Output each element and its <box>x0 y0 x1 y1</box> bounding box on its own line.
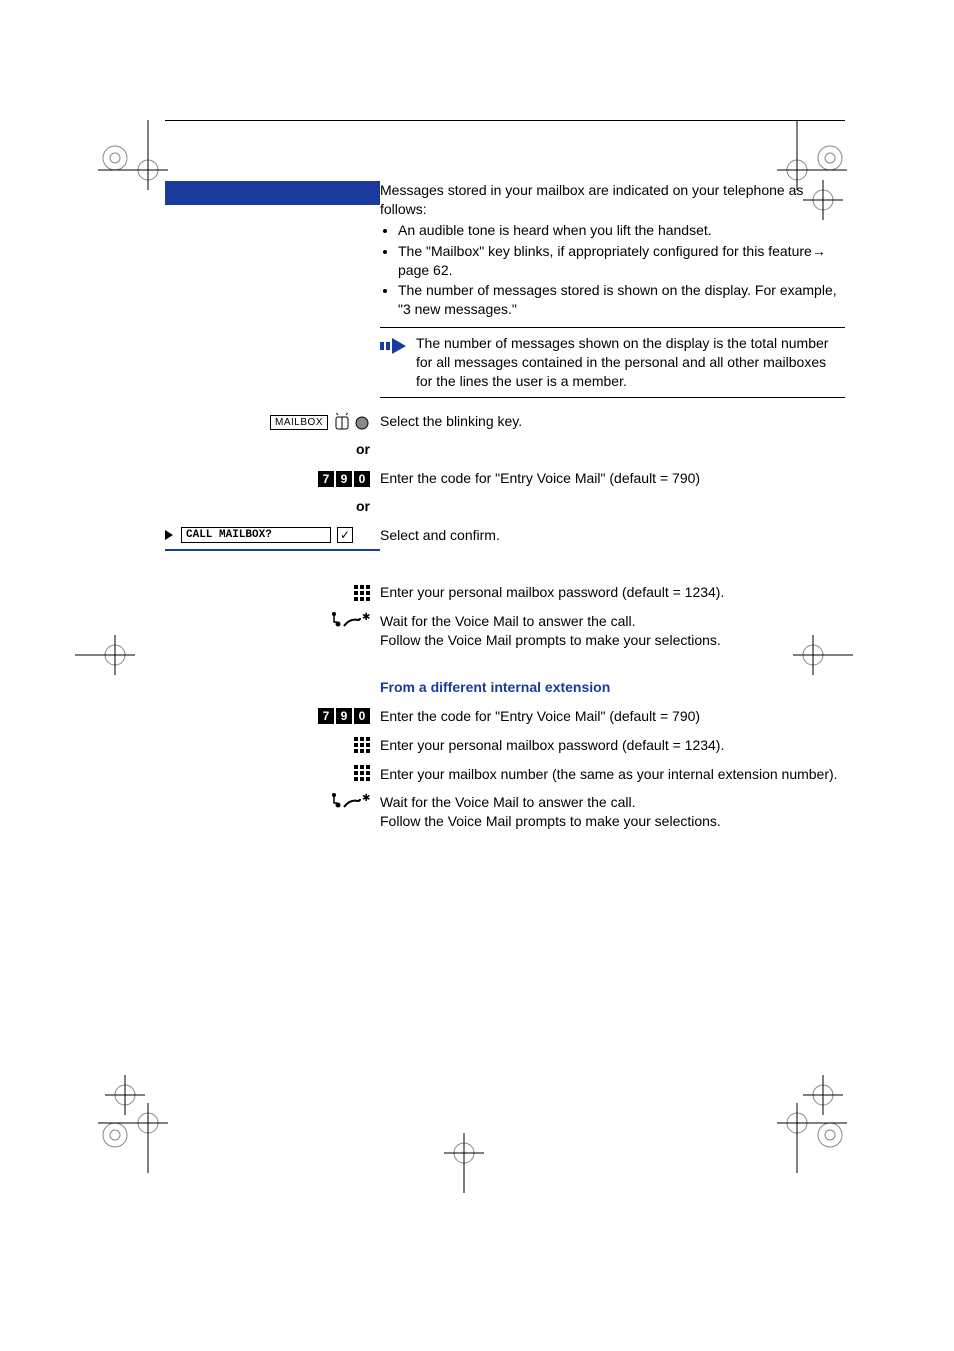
step-text: Wait for the Voice Mail to answer the ca… <box>380 793 845 831</box>
step-text: Enter your personal mailbox password (de… <box>380 736 845 755</box>
menu-arrow-icon <box>165 530 173 540</box>
step-indicator-block <box>165 181 380 205</box>
step-text: Enter the code for "Entry Voice Mail" (d… <box>380 469 845 488</box>
step-text: Wait for the Voice Mail to answer the ca… <box>380 612 845 650</box>
note-arrow-icon <box>380 334 416 361</box>
digit-key: 9 <box>336 471 352 487</box>
intro-bullet: The "Mailbox" key blinks, if appropriate… <box>398 242 845 280</box>
step-text: Enter your personal mailbox password (de… <box>380 583 845 602</box>
svg-text:✱: ✱ <box>362 793 370 804</box>
step-text: Enter your mailbox number (the same as y… <box>380 765 845 784</box>
digit-key: 0 <box>354 708 370 724</box>
digit-key: 9 <box>336 708 352 724</box>
step-text: Select and confirm. <box>380 526 845 545</box>
intro-bullet: The number of messages stored is shown o… <box>398 281 845 319</box>
or-label: or <box>356 441 370 457</box>
keypad-icon <box>354 737 370 753</box>
keypad-icon <box>354 585 370 601</box>
voicemail-audio-icon: ✱ <box>330 612 370 630</box>
page-ref-arrow-icon: → <box>812 243 826 259</box>
voicemail-audio-icon: ✱ <box>330 793 370 811</box>
intro-bullet: An audible tone is heard when you lift t… <box>398 221 845 240</box>
blinking-led-icon <box>334 413 370 431</box>
digit-key: 7 <box>318 471 334 487</box>
subsection-heading: From a different internal extension <box>380 678 845 697</box>
svg-text:✱: ✱ <box>362 612 370 623</box>
step-text: Select the blinking key. <box>380 412 845 431</box>
keypad-icon <box>354 765 370 781</box>
confirm-check-icon: ✓ <box>337 527 353 543</box>
note-block: The number of messages shown on the disp… <box>380 327 845 398</box>
code-digits: 7 9 0 <box>318 708 370 724</box>
mailbox-key: MAILBOX <box>270 413 370 431</box>
intro-text: Messages stored in your mailbox are indi… <box>380 181 845 219</box>
section-end-rule <box>165 549 380 551</box>
or-label: or <box>356 498 370 514</box>
page-content: Messages stored in your mailbox are indi… <box>165 120 845 841</box>
display-prompt: CALL MAILBOX? ✓ <box>165 527 353 543</box>
header-rule <box>165 120 845 121</box>
digit-key: 0 <box>354 471 370 487</box>
step-text: Enter the code for "Entry Voice Mail" (d… <box>380 707 845 726</box>
intro-bullet-list: An audible tone is heard when you lift t… <box>380 221 845 319</box>
code-digits: 7 9 0 <box>318 471 370 487</box>
display-text: CALL MAILBOX? <box>181 527 331 543</box>
note-text: The number of messages shown on the disp… <box>416 334 845 391</box>
digit-key: 7 <box>318 708 334 724</box>
mailbox-key-label: MAILBOX <box>270 415 328 430</box>
